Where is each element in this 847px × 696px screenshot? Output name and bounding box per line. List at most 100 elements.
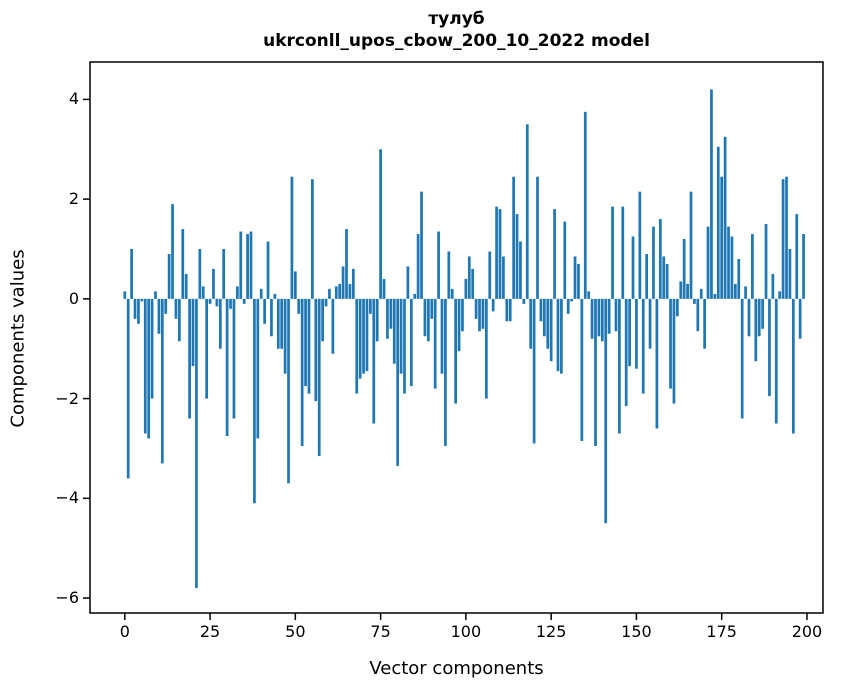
bar: [566, 298, 570, 314]
bar: [648, 298, 652, 349]
bar: [522, 298, 526, 304]
bar: [672, 298, 676, 404]
bar: [171, 204, 174, 299]
bar: [256, 298, 260, 439]
bar: [751, 234, 754, 299]
y-axis-label: Components values: [7, 249, 29, 428]
bar: [348, 283, 352, 299]
bar: [191, 298, 195, 367]
bar: [324, 298, 328, 307]
bar: [413, 293, 417, 299]
bar: [713, 293, 717, 299]
bar: [471, 268, 475, 299]
bar: [549, 298, 553, 362]
x-tick-label: 50: [285, 622, 306, 641]
bar: [178, 298, 181, 342]
bar: [604, 298, 608, 524]
bar: [300, 298, 304, 446]
bar: [580, 298, 584, 441]
bar: [560, 298, 563, 374]
bar: [133, 298, 137, 319]
bar: [375, 298, 379, 342]
bar: [638, 191, 642, 299]
y-tick-label: 4: [68, 89, 79, 109]
x-axis-label: Vector components: [369, 658, 544, 679]
bar: [669, 298, 672, 389]
bar: [594, 298, 597, 446]
bar: [754, 298, 758, 362]
bar: [498, 209, 502, 299]
bar: [280, 298, 284, 349]
bar: [597, 298, 601, 337]
bar: [774, 298, 778, 424]
bar: [184, 273, 188, 299]
bar: [181, 229, 185, 299]
bar: [270, 298, 273, 337]
bar: [123, 291, 127, 299]
bar: [645, 253, 649, 299]
x-tick-label: 0: [119, 622, 130, 641]
bar: [590, 298, 594, 339]
bar: [488, 251, 492, 299]
bar: [600, 298, 604, 342]
bar: [614, 298, 618, 332]
bar: [733, 283, 737, 299]
bar: [467, 256, 471, 299]
bar: [253, 298, 256, 504]
y-tick-label: 0: [68, 288, 79, 308]
bar: [785, 176, 788, 299]
bar: [730, 236, 734, 299]
bar: [573, 256, 577, 299]
bar: [365, 298, 369, 372]
bar: [317, 298, 321, 456]
bar: [195, 298, 198, 589]
bar: [440, 298, 444, 374]
bar: [444, 298, 447, 446]
bar: [542, 298, 546, 337]
x-tick-label: 125: [535, 622, 567, 641]
bar: [314, 298, 318, 402]
bar: [512, 176, 515, 299]
bar: [276, 298, 280, 349]
bar: [621, 206, 625, 299]
x-tick-label: 75: [370, 622, 391, 641]
bar: [768, 298, 771, 397]
bar: [287, 298, 290, 484]
bar: [655, 298, 659, 429]
bar: [682, 239, 686, 299]
bar: [437, 231, 440, 299]
bar: [727, 226, 730, 299]
bar: [791, 298, 795, 434]
bar: [130, 248, 133, 299]
bar: [249, 231, 253, 299]
y-tick-label: 2: [68, 189, 79, 209]
bar: [491, 298, 495, 312]
bar: [474, 298, 478, 319]
bar: [693, 298, 696, 304]
plot-border: [89, 61, 824, 614]
bar: [519, 241, 522, 299]
bar: [740, 298, 744, 419]
bar: [433, 298, 437, 389]
bar: [358, 298, 362, 379]
bar: [570, 298, 573, 302]
bar: [505, 298, 509, 322]
bar: [307, 298, 311, 394]
bar: [556, 298, 560, 372]
bar: [201, 286, 205, 299]
bar: [631, 236, 635, 299]
bar: [345, 229, 348, 299]
bar: [798, 298, 802, 339]
bar: [242, 298, 246, 304]
bar: [396, 298, 400, 466]
bar: [502, 256, 505, 299]
bar: [126, 298, 130, 479]
x-tick-label: 200: [791, 622, 823, 641]
bar: [341, 266, 345, 299]
bar: [546, 298, 550, 349]
bar: [529, 298, 533, 349]
bar: [154, 291, 157, 299]
bar: [665, 263, 669, 299]
bar: [675, 298, 679, 317]
bar: [628, 298, 631, 367]
